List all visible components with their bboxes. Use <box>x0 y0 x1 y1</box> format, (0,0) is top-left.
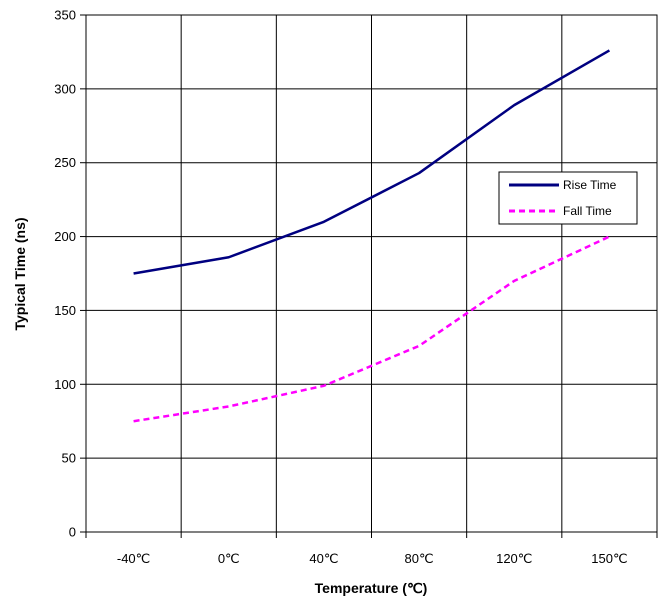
y-tick-label: 150 <box>54 303 76 318</box>
x-axis-ticks: -40℃ 0℃ 40℃ 80℃ 120℃ 150℃ <box>85 532 658 566</box>
legend-label-rise-time: Rise Time <box>563 178 617 192</box>
x-tick-label: 120℃ <box>496 551 532 566</box>
y-tick-label: 300 <box>54 81 76 96</box>
legend-label-fall-time: Fall Time <box>563 204 612 218</box>
x-tick-label: 0℃ <box>218 551 240 566</box>
x-tick-label: 40℃ <box>309 551 338 566</box>
y-tick-label: 200 <box>54 229 76 244</box>
series-line-rise-time <box>133 49 611 275</box>
legend: Rise Time Fall Time <box>498 171 638 225</box>
y-tick-label: 350 <box>54 8 76 23</box>
x-tick-label: 80℃ <box>405 551 434 566</box>
x-axis-title: Temperature (℃) <box>315 580 428 596</box>
x-tick-label: -40℃ <box>117 551 150 566</box>
legend-box <box>498 171 638 225</box>
y-tick-label: 50 <box>62 451 76 466</box>
series-lines <box>133 49 611 423</box>
y-axis-title: Typical Time (ns) <box>12 217 28 330</box>
x-tick-label: 150℃ <box>591 551 627 566</box>
y-axis-ticks: 0 50 100 150 200 250 300 350 <box>54 8 86 540</box>
y-tick-label: 100 <box>54 377 76 392</box>
series-line-fall-time <box>133 235 610 423</box>
y-tick-label: 0 <box>69 525 76 540</box>
y-tick-label: 250 <box>54 155 76 170</box>
gridlines <box>86 15 657 532</box>
